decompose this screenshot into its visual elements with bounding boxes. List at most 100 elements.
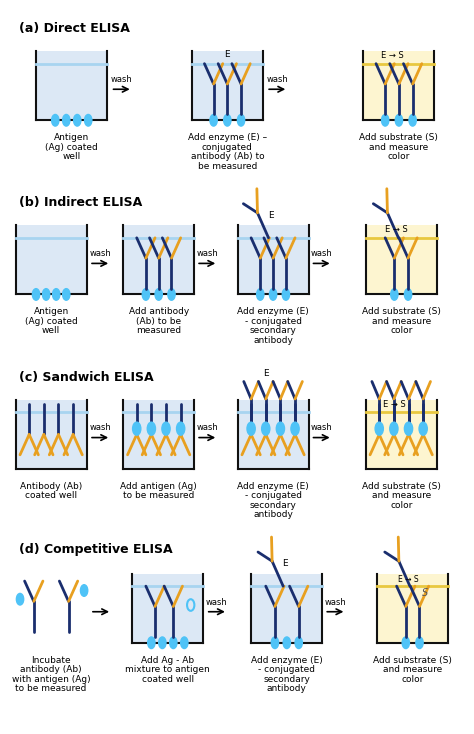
Circle shape: [81, 585, 88, 596]
Text: (c) Sandwich ELISA: (c) Sandwich ELISA: [19, 371, 154, 384]
Text: secondary: secondary: [250, 327, 297, 335]
Text: E: E: [263, 369, 269, 378]
Text: wash: wash: [324, 597, 346, 607]
Circle shape: [276, 422, 284, 435]
Text: color: color: [390, 501, 412, 509]
Text: (Ag) coated: (Ag) coated: [25, 317, 78, 326]
Bar: [192, 51, 263, 120]
Circle shape: [181, 637, 188, 649]
Bar: [16, 225, 87, 294]
Text: color: color: [390, 327, 412, 335]
Text: Add enzyme (E): Add enzyme (E): [237, 308, 309, 316]
Circle shape: [84, 115, 92, 126]
Bar: [123, 399, 194, 468]
Text: to be measured: to be measured: [123, 491, 194, 500]
Text: wash: wash: [310, 424, 332, 432]
Bar: [237, 225, 309, 294]
Circle shape: [142, 288, 149, 300]
Bar: [366, 225, 437, 294]
Bar: [36, 51, 107, 120]
Text: Add Ag - Ab: Add Ag - Ab: [141, 655, 194, 665]
Circle shape: [133, 422, 141, 435]
Bar: [251, 574, 322, 643]
Text: wash: wash: [206, 597, 228, 607]
Text: mixture to antigen: mixture to antigen: [126, 665, 210, 675]
Text: E → S: E → S: [398, 575, 419, 584]
Circle shape: [63, 288, 70, 300]
Text: Add enzyme (E): Add enzyme (E): [251, 655, 323, 665]
Text: wash: wash: [111, 75, 133, 84]
Text: color: color: [388, 152, 410, 161]
Text: wash: wash: [89, 424, 111, 432]
Circle shape: [147, 422, 155, 435]
Bar: [123, 225, 194, 294]
Circle shape: [256, 288, 264, 300]
Text: wash: wash: [310, 250, 332, 258]
Text: Add enzyme (E) –: Add enzyme (E) –: [188, 134, 267, 142]
Text: Add substrate (S): Add substrate (S): [359, 134, 438, 142]
Text: and measure: and measure: [372, 491, 431, 500]
Circle shape: [271, 637, 279, 649]
Text: E → S: E → S: [385, 225, 408, 234]
Circle shape: [269, 288, 277, 300]
Circle shape: [32, 288, 40, 300]
Text: Add antigen (Ag): Add antigen (Ag): [120, 482, 197, 490]
Text: be measured: be measured: [198, 161, 257, 170]
Circle shape: [159, 637, 166, 649]
Text: coated well: coated well: [25, 491, 77, 500]
Bar: [237, 399, 309, 468]
Text: Add substrate (S): Add substrate (S): [373, 655, 452, 665]
Circle shape: [409, 115, 416, 126]
Circle shape: [404, 288, 412, 300]
Text: antibody (Ab): antibody (Ab): [20, 665, 82, 675]
Text: E: E: [268, 211, 273, 219]
Bar: [364, 51, 434, 120]
Text: color: color: [401, 675, 424, 683]
Circle shape: [291, 422, 299, 435]
Text: S: S: [422, 588, 428, 598]
Text: (b) Indirect ELISA: (b) Indirect ELISA: [19, 197, 142, 209]
Circle shape: [416, 637, 423, 649]
Circle shape: [419, 422, 427, 435]
Text: antibody: antibody: [267, 684, 307, 693]
Text: and measure: and measure: [369, 143, 428, 152]
Text: E: E: [224, 51, 230, 59]
Bar: [377, 574, 448, 643]
Text: (Ab) to be: (Ab) to be: [136, 317, 181, 326]
Text: and measure: and measure: [372, 317, 431, 326]
Text: Add substrate (S): Add substrate (S): [362, 308, 441, 316]
Text: Antibody (Ab): Antibody (Ab): [20, 482, 82, 490]
Text: antibody (Ab) to: antibody (Ab) to: [191, 152, 264, 161]
Circle shape: [210, 115, 217, 126]
Text: antibody: antibody: [253, 510, 293, 519]
Text: E: E: [282, 559, 287, 568]
Circle shape: [17, 593, 24, 605]
Text: with antigen (Ag): with antigen (Ag): [12, 675, 91, 683]
Text: secondary: secondary: [264, 675, 310, 683]
Bar: [366, 399, 437, 468]
Text: antibody: antibody: [253, 335, 293, 345]
Circle shape: [262, 422, 270, 435]
Circle shape: [390, 422, 398, 435]
Circle shape: [43, 288, 50, 300]
Text: secondary: secondary: [250, 501, 297, 509]
Circle shape: [237, 115, 245, 126]
Circle shape: [391, 288, 398, 300]
Circle shape: [375, 422, 383, 435]
Text: wash: wash: [196, 250, 218, 258]
Circle shape: [247, 422, 255, 435]
Text: E → S: E → S: [383, 399, 405, 409]
Text: Add enzyme (E): Add enzyme (E): [237, 482, 309, 490]
Bar: [132, 574, 203, 643]
Circle shape: [170, 637, 177, 649]
Circle shape: [402, 637, 410, 649]
Circle shape: [295, 637, 302, 649]
Circle shape: [382, 115, 389, 126]
Circle shape: [404, 422, 413, 435]
Text: (a) Direct ELISA: (a) Direct ELISA: [19, 22, 130, 35]
Circle shape: [162, 422, 170, 435]
Circle shape: [148, 637, 155, 649]
Text: - conjugated: - conjugated: [245, 491, 301, 500]
Text: measured: measured: [136, 327, 181, 335]
Text: coated well: coated well: [142, 675, 194, 683]
